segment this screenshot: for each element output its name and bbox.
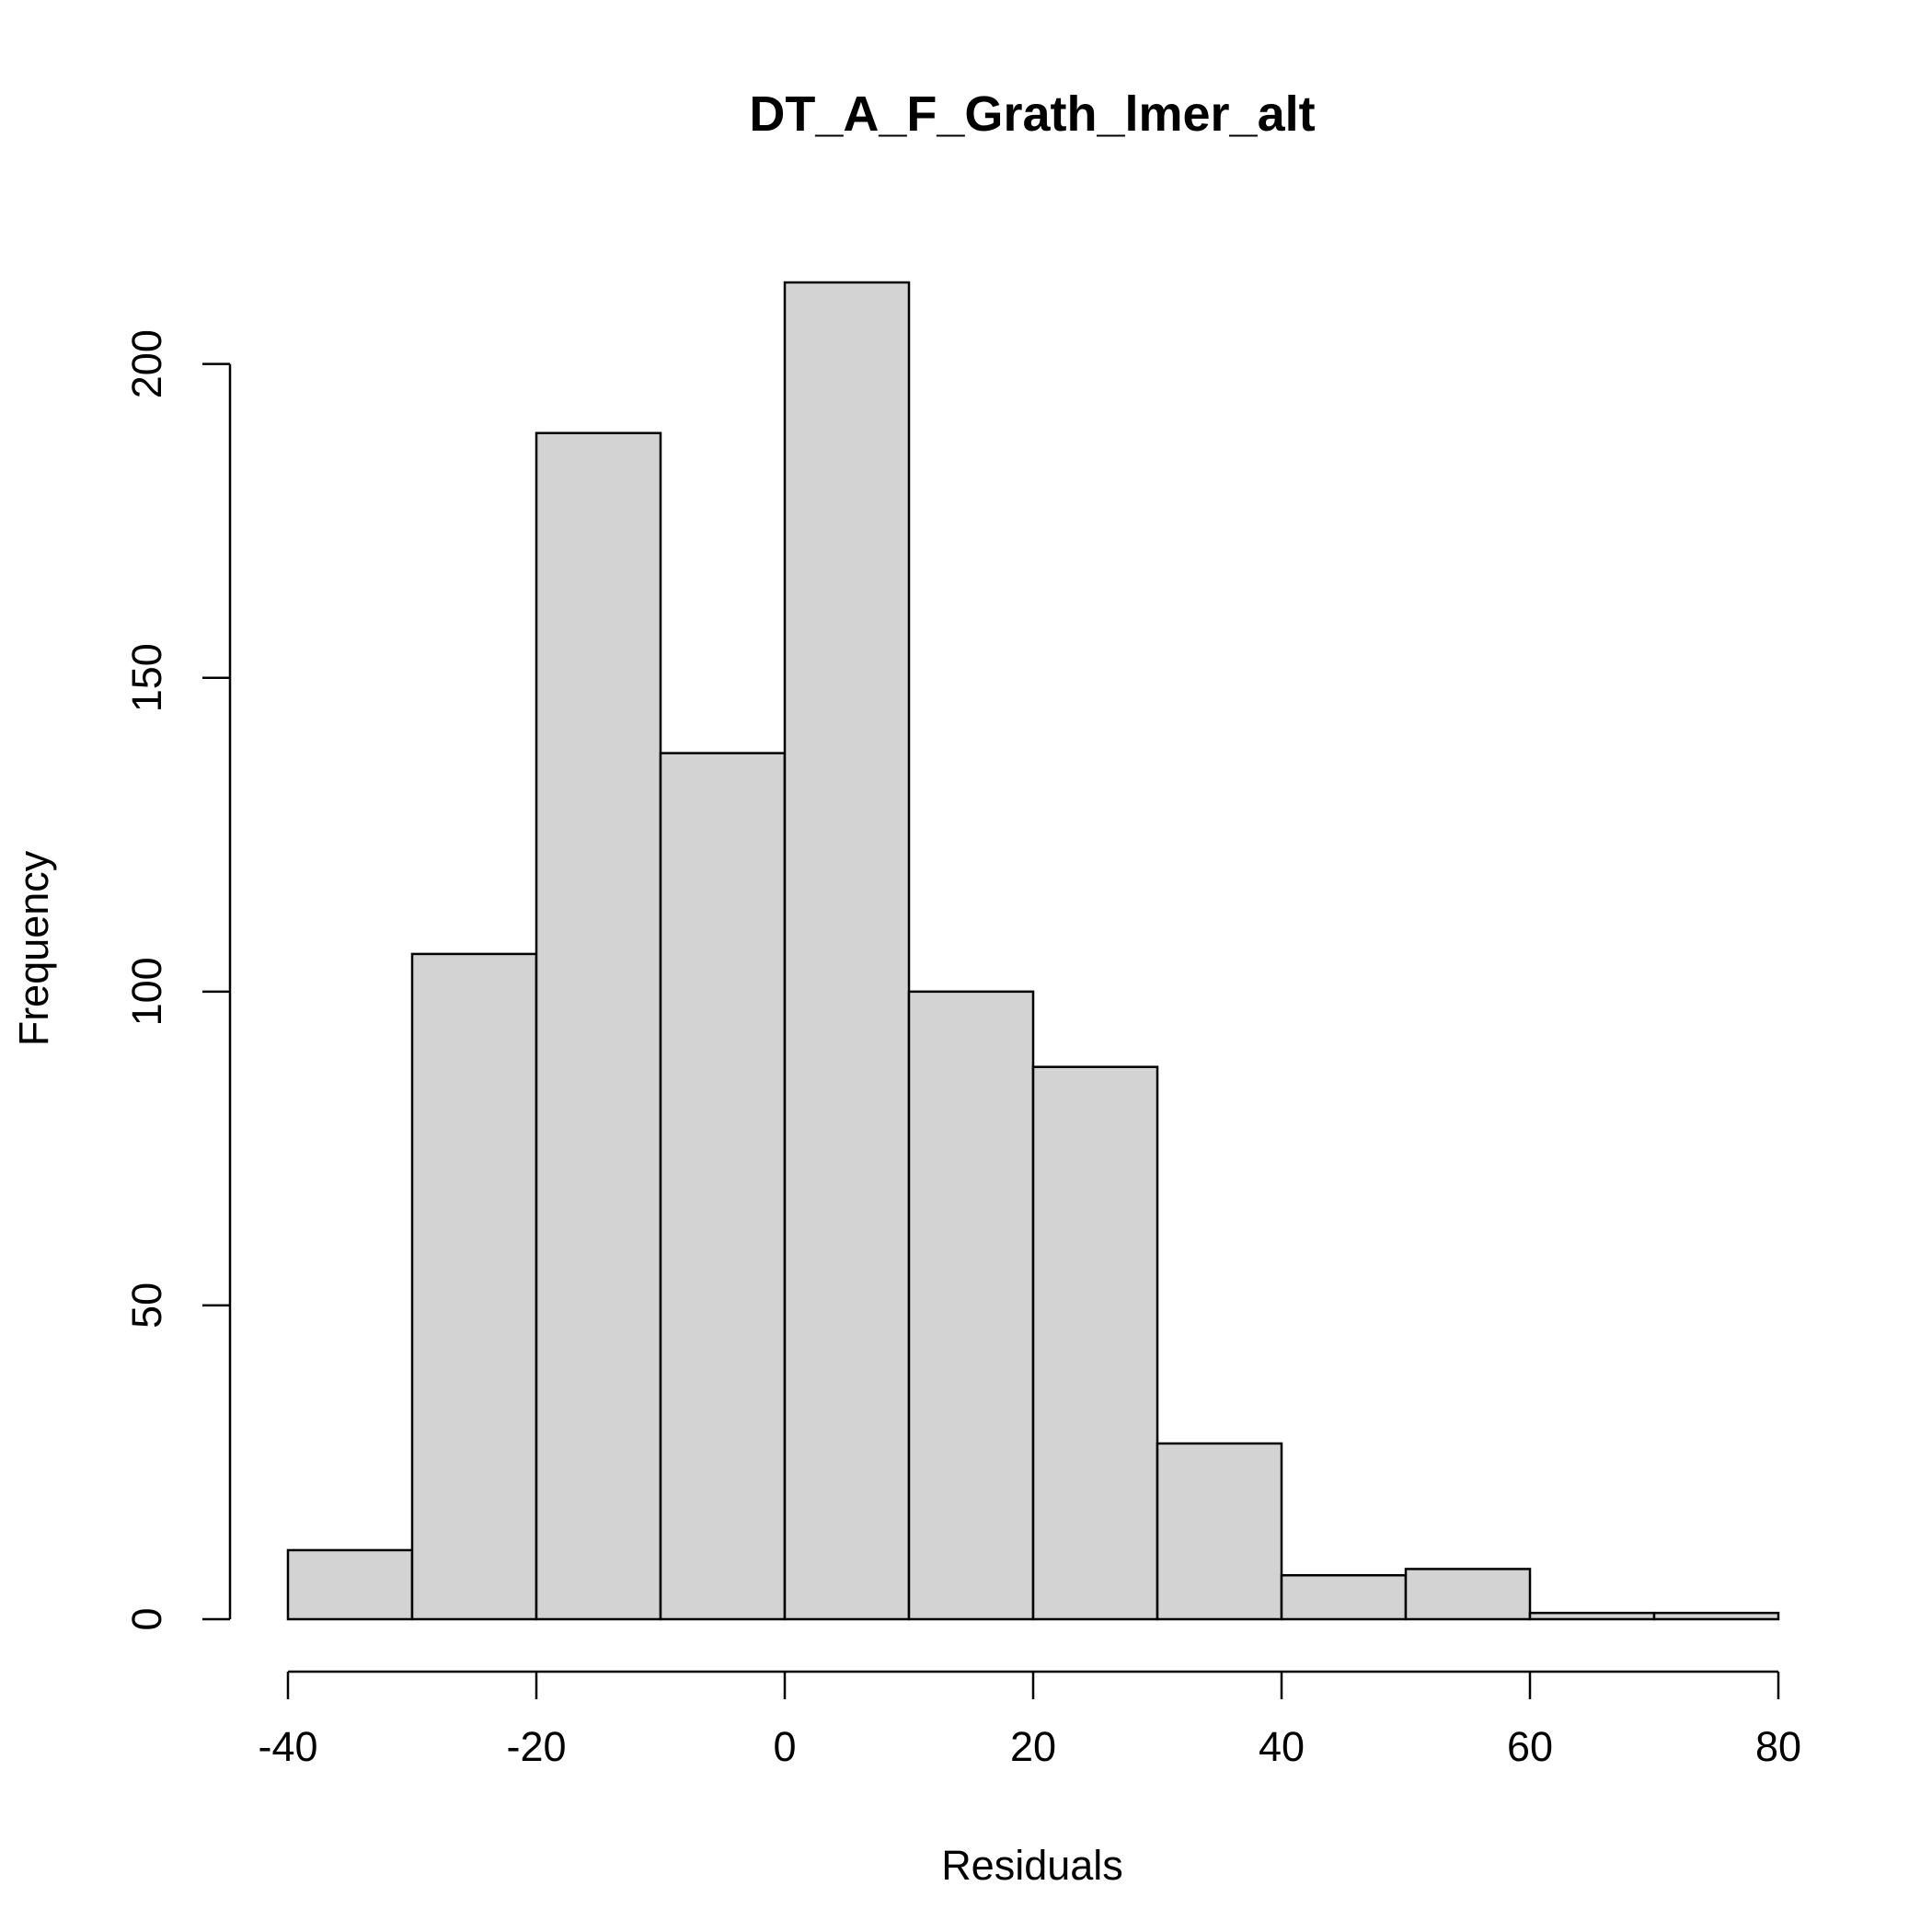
x-tick-label: 40 — [1259, 1723, 1305, 1770]
x-tick-label: -20 — [506, 1723, 566, 1770]
x-axis-label: Residuals — [941, 1842, 1123, 1889]
histogram-bar — [1528, 1611, 1656, 1621]
bars-group — [286, 281, 1780, 1621]
y-tick-label: 50 — [123, 1282, 170, 1328]
y-tick-label: 0 — [123, 1607, 170, 1630]
histogram-bar — [1280, 1573, 1408, 1621]
histogram-bar — [286, 1548, 414, 1621]
y-tick-label: 200 — [123, 329, 170, 398]
y-axis-label: Frequency — [10, 850, 57, 1046]
x-tick-label: -40 — [258, 1723, 317, 1770]
x-axis: -40 -20 0 20 40 60 80 — [258, 1670, 1801, 1770]
y-axis: 0 50 100 150 200 — [123, 329, 232, 1631]
y-tick-label: 100 — [123, 957, 170, 1026]
histogram-bar — [410, 952, 538, 1621]
x-tick-label: 60 — [1507, 1723, 1553, 1770]
histogram-bar — [907, 990, 1035, 1621]
histogram-bar — [783, 281, 911, 1621]
x-tick-label: 80 — [1755, 1723, 1801, 1770]
y-tick-label: 150 — [123, 643, 170, 712]
histogram-bar — [1652, 1611, 1780, 1621]
histogram-bar — [1404, 1568, 1532, 1621]
histogram-bar — [1156, 1442, 1283, 1621]
x-tick-label: 20 — [1010, 1723, 1056, 1770]
histogram-bar — [1031, 1065, 1159, 1621]
histogram-bar — [659, 752, 787, 1621]
chart-title: DT_A_F_Grath_lmer_alt — [749, 86, 1315, 142]
histogram-bar — [535, 431, 662, 1621]
x-tick-label: 0 — [773, 1723, 796, 1770]
